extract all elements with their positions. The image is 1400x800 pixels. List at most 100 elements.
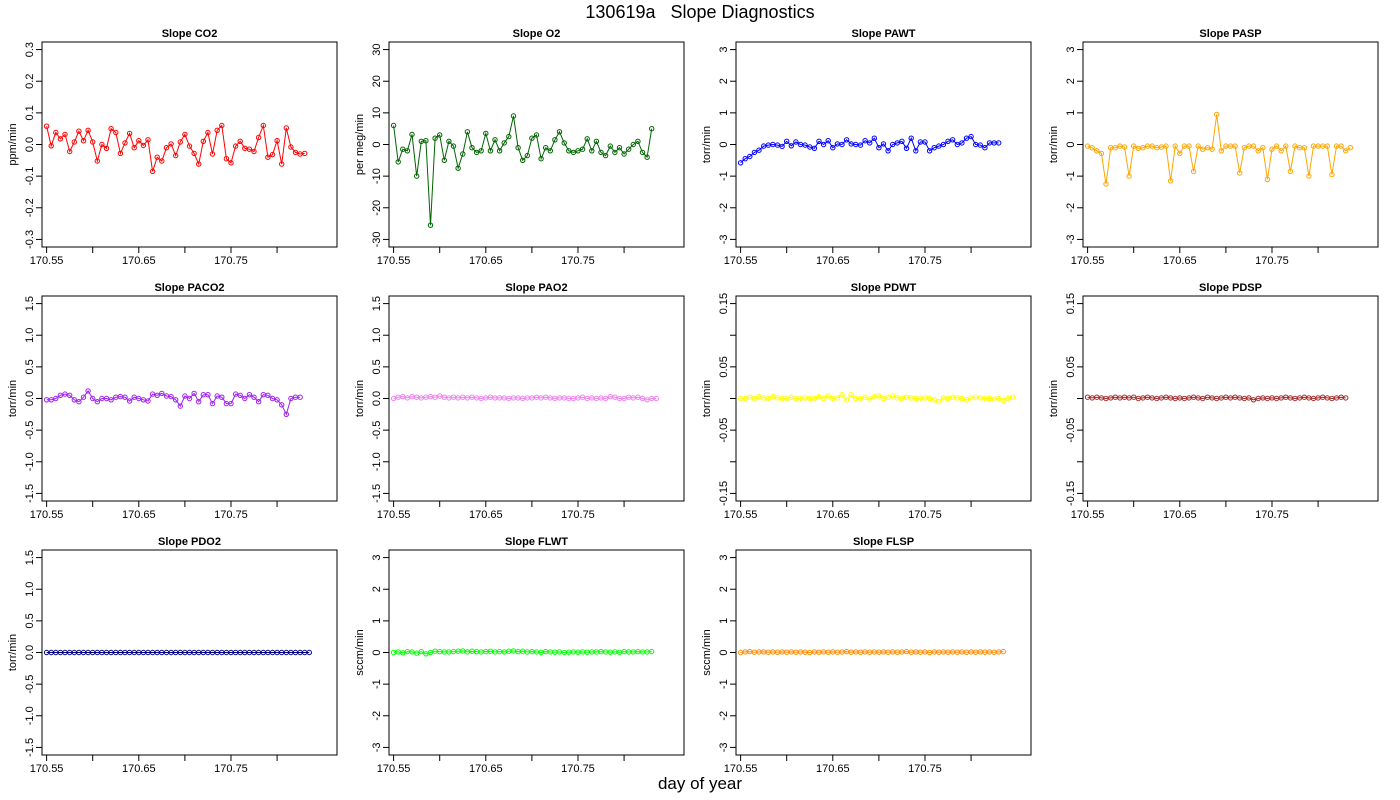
panel-title: Slope PDSP	[1199, 282, 1262, 294]
y-tick-label: 1.5	[24, 550, 36, 565]
data-point	[756, 393, 762, 400]
data-point	[117, 150, 124, 157]
data-point	[529, 135, 535, 141]
data-point	[774, 142, 781, 148]
data-point	[279, 161, 285, 167]
x-tick-label: 170.55	[1071, 509, 1105, 521]
y-axis-label: ppm/min	[7, 123, 19, 165]
data-point	[737, 160, 744, 166]
panel-title: Slope PASP	[1199, 28, 1261, 40]
x-tick-label: 170.75	[1255, 255, 1289, 267]
data-point	[630, 141, 636, 148]
data-point	[589, 148, 595, 154]
data-point	[404, 148, 411, 154]
data-point	[1301, 145, 1308, 151]
data-point	[76, 399, 82, 405]
y-tick-label: 0	[718, 649, 730, 655]
data-point	[784, 395, 790, 402]
data-point	[103, 145, 110, 152]
data-point	[478, 148, 484, 154]
data-point	[556, 129, 563, 135]
data-point	[1005, 395, 1011, 402]
data-point	[770, 393, 776, 400]
y-tick-label: -2	[718, 203, 730, 213]
data-point	[427, 222, 434, 228]
data-point	[390, 395, 397, 402]
y-tick-label: -2	[718, 711, 730, 721]
data-point	[1260, 145, 1266, 151]
data-point	[1009, 394, 1016, 400]
data-point	[483, 130, 489, 137]
panel-title: Slope PACO2	[154, 282, 224, 294]
y-tick-label: 0.05	[718, 356, 730, 377]
x-tick-label: 170.75	[214, 509, 248, 521]
data-point	[552, 137, 558, 143]
data-point	[48, 143, 54, 149]
data-point	[820, 395, 827, 402]
data-point	[616, 145, 623, 151]
x-tick-label: 170.65	[469, 509, 503, 521]
y-tick-label: 1.0	[24, 328, 36, 343]
data-point	[908, 135, 914, 141]
data-point	[265, 154, 271, 160]
data-point	[131, 145, 137, 151]
data-point	[751, 395, 758, 402]
data-point	[196, 161, 202, 167]
panel-title: Slope CO2	[162, 28, 218, 40]
data-point	[1186, 143, 1192, 149]
data-point	[1112, 145, 1119, 151]
data-point	[76, 128, 82, 134]
data-point	[400, 393, 406, 400]
x-tick-label: 170.65	[469, 763, 503, 775]
x-tick-label: 170.55	[724, 509, 758, 521]
x-tick-label: 170.75	[561, 255, 595, 267]
data-point	[968, 133, 974, 140]
data-point	[122, 394, 128, 400]
data-point	[747, 394, 753, 400]
data-point	[469, 145, 475, 151]
x-tick-label: 170.65	[122, 763, 156, 775]
data-point	[977, 142, 983, 148]
y-tick-label: -1.5	[24, 484, 36, 503]
y-tick-label: 1	[1065, 110, 1077, 116]
x-tick-label: 170.75	[908, 255, 942, 267]
y-tick-label: -0.5	[24, 421, 36, 440]
panel-slope-flwt: Slope FLWT -3 -2 -1 0 1 2 3 sccm/min 170.55 170.65…	[354, 536, 685, 775]
data-point	[251, 148, 257, 155]
data-point	[996, 395, 1002, 402]
panel-slope-o2: Slope O2 -30 -20 -10 0 10 20 30 per meg/min 170.5…	[354, 28, 685, 267]
data-point	[940, 141, 947, 148]
data-point	[140, 142, 147, 149]
data-point	[404, 395, 411, 401]
data-point	[639, 395, 646, 402]
data-point	[839, 392, 845, 398]
data-point	[602, 152, 609, 159]
data-point	[885, 148, 891, 154]
data-point	[742, 156, 748, 162]
y-tick-label: 1	[371, 618, 383, 624]
panel-title: Slope O2	[513, 28, 561, 40]
data-point	[949, 137, 956, 143]
data-point	[48, 397, 54, 403]
data-point	[90, 139, 96, 145]
data-point	[302, 150, 308, 157]
data-point	[579, 146, 586, 152]
y-tick-label: -0.5	[371, 421, 383, 440]
panel-title: Slope FLWT	[505, 536, 568, 548]
data-point	[237, 392, 243, 398]
y-tick-label: 2	[371, 586, 383, 592]
y-tick-label: -0.3	[24, 230, 36, 249]
y-tick-label: -30	[371, 231, 383, 247]
data-point	[1131, 394, 1137, 400]
data-point	[899, 138, 905, 145]
data-point	[1084, 143, 1091, 149]
data-point	[57, 136, 64, 142]
data-point	[163, 145, 170, 151]
y-tick-label: -0.5	[24, 675, 36, 694]
data-point	[607, 143, 613, 149]
data-point	[1098, 150, 1105, 157]
panel-title: Slope PAO2	[505, 282, 567, 294]
data-point	[936, 399, 942, 405]
y-tick-label: 0.5	[24, 359, 36, 374]
data-point	[936, 143, 942, 149]
